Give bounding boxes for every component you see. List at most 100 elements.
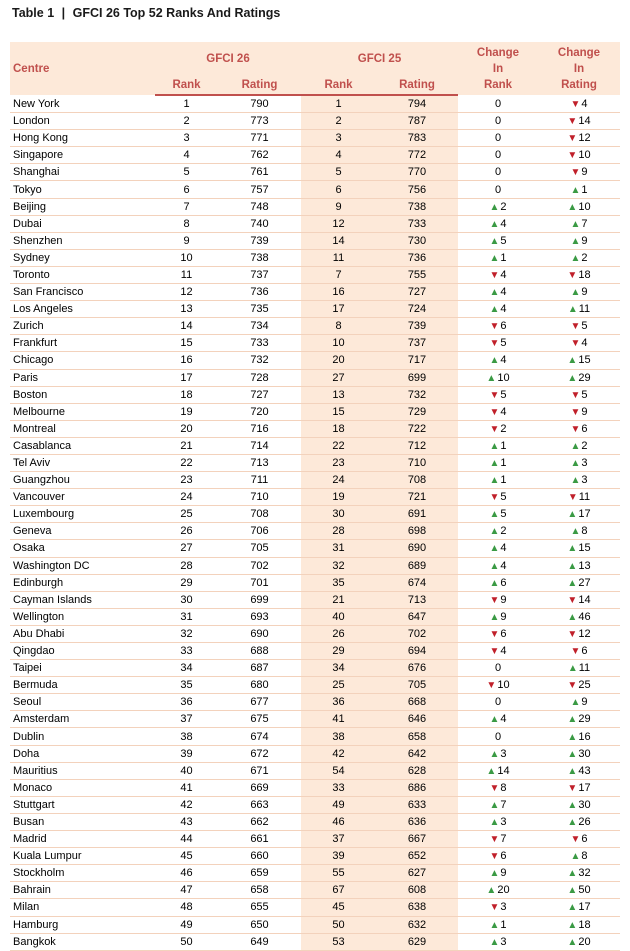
change-in-rank: ▲20 <box>458 881 538 900</box>
gfci25-rank: 20 <box>301 351 376 370</box>
triangle-down-icon: ▼ <box>570 338 581 350</box>
gfci25-rating: 736 <box>376 249 458 267</box>
change-in-rank: ▼4 <box>458 642 538 661</box>
gfci26-rating: 688 <box>218 642 301 661</box>
change-in-rank-value: 1 <box>500 474 507 487</box>
change-in-rating-value: 5 <box>581 388 588 401</box>
change-in-rank-value: 4 <box>500 268 507 281</box>
change-in-rank: ▲5 <box>458 232 538 250</box>
triangle-down-icon: ▼ <box>489 782 500 794</box>
change-in-rank-value: 4 <box>500 405 507 418</box>
gfci26-rank: 50 <box>155 933 218 951</box>
gfci26-rank: 14 <box>155 317 218 336</box>
header-gfci26: GFCI 26 <box>155 42 301 76</box>
change-in-rank: ▲5 <box>458 505 538 524</box>
table-row: Beijing 7 748 9 738 ▲2 ▲10 <box>10 198 620 216</box>
change-in-rank-value: 6 <box>500 850 507 863</box>
change-in-rating: ▲9 <box>538 283 620 302</box>
gfci25-rating: 712 <box>376 437 458 455</box>
centre-name: Bahrain <box>10 881 155 900</box>
table-number: Table 1 <box>12 6 55 20</box>
triangle-up-icon: ▲ <box>567 509 578 521</box>
centre-name: Toronto <box>10 266 155 285</box>
triangle-up-icon: ▲ <box>570 287 581 299</box>
gfci26-rank: 18 <box>155 386 218 404</box>
change-in-rank-value: 3 <box>500 815 507 828</box>
header-gfci25: GFCI 25 <box>301 42 458 76</box>
change-in-rank: ▼8 <box>458 779 538 797</box>
triangle-down-icon: ▼ <box>567 492 578 504</box>
triangle-up-icon: ▲ <box>489 611 500 623</box>
change-in-rank: ▲10 <box>458 369 538 387</box>
change-in-rank-value: 4 <box>500 645 507 658</box>
gfci26-rank: 33 <box>155 642 218 661</box>
change-in-rank-value: 7 <box>500 833 507 846</box>
triangle-up-icon: ▲ <box>489 355 500 367</box>
gfci25-rank: 21 <box>301 591 376 609</box>
change-in-rating: ▲32 <box>538 864 620 883</box>
gfci26-rating: 705 <box>218 539 301 558</box>
table-row: New York 1 790 1 794 0 ▼4 <box>10 95 620 114</box>
change-in-rating-value: 14 <box>578 115 591 128</box>
change-in-rating-value: 12 <box>578 627 591 640</box>
centre-name: Monaco <box>10 779 155 797</box>
change-in-rating-value: 13 <box>578 559 591 572</box>
gfci25-rating: 727 <box>376 283 458 302</box>
header-change-in-rating: Change In Rating <box>538 42 620 95</box>
change-in-rank-value: 6 <box>500 627 507 640</box>
triangle-down-icon: ▼ <box>489 646 500 658</box>
triangle-up-icon: ▲ <box>489 252 500 264</box>
gfci26-rating: 693 <box>218 608 301 626</box>
triangle-up-icon: ▲ <box>489 577 500 589</box>
centre-name: Boston <box>10 386 155 404</box>
ranks-table: Centre GFCI 26 GFCI 25 Change In Rank Ch… <box>10 42 620 951</box>
centre-name: Madrid <box>10 830 155 849</box>
table-row: Boston 18 727 13 732 ▼5 ▼5 <box>10 386 620 404</box>
triangle-up-icon: ▲ <box>567 543 578 555</box>
change-in-rank-value: 8 <box>500 781 507 794</box>
centre-name: Wellington <box>10 608 155 626</box>
centre-name: Abu Dhabi <box>10 625 155 644</box>
change-in-rank: ▲7 <box>458 796 538 814</box>
gfci25-rating: 733 <box>376 215 458 233</box>
centre-name: Doha <box>10 745 155 763</box>
gfci26-rating: 699 <box>218 591 301 609</box>
change-in-rank: ▼7 <box>458 830 538 849</box>
gfci25-rank: 24 <box>301 471 376 490</box>
table-row: Taipei 34 687 34 676 0 ▲11 <box>10 659 620 678</box>
change-in-rating-value: 10 <box>578 149 591 162</box>
triangle-up-icon: ▲ <box>567 663 578 675</box>
change-in-rating-value: 2 <box>581 251 588 264</box>
change-in-rating-value: 16 <box>578 730 591 743</box>
change-in-rating: ▲18 <box>538 916 620 934</box>
change-in-rank: 0 <box>458 146 538 165</box>
change-in-rating-value: 30 <box>578 798 591 811</box>
gfci25-rank: 46 <box>301 813 376 832</box>
gfci26-rank: 38 <box>155 727 218 746</box>
gfci26-rating: 737 <box>218 266 301 285</box>
change-in-rank-value: 0 <box>494 183 502 196</box>
triangle-down-icon: ▼ <box>567 594 578 606</box>
title-separator: | <box>61 6 66 20</box>
centre-name: Busan <box>10 813 155 832</box>
gfci25-rank: 16 <box>301 283 376 302</box>
triangle-up-icon: ▲ <box>570 526 581 538</box>
change-in-rank-value: 3 <box>500 901 507 914</box>
gfci26-rank: 6 <box>155 180 218 199</box>
change-in-rank: 0 <box>458 95 538 114</box>
triangle-down-icon: ▼ <box>567 269 578 281</box>
centre-name: Guangzhou <box>10 471 155 490</box>
header-change-in-rank-line: Change <box>476 47 520 59</box>
change-in-rank-value: 5 <box>500 234 507 247</box>
gfci26-rating: 711 <box>218 471 301 490</box>
header-gfci26-rating: Rating <box>218 76 301 96</box>
triangle-up-icon: ▲ <box>567 577 578 589</box>
table-row: Seoul 36 677 36 668 0 ▲9 <box>10 693 620 712</box>
change-in-rating-value: 20 <box>578 935 591 948</box>
change-in-rating: ▲43 <box>538 762 620 780</box>
gfci25-rank: 49 <box>301 796 376 814</box>
change-in-rank-value: 2 <box>500 525 507 538</box>
triangle-up-icon: ▲ <box>489 868 500 880</box>
gfci26-rating: 671 <box>218 762 301 780</box>
change-in-rating-value: 11 <box>578 491 591 504</box>
